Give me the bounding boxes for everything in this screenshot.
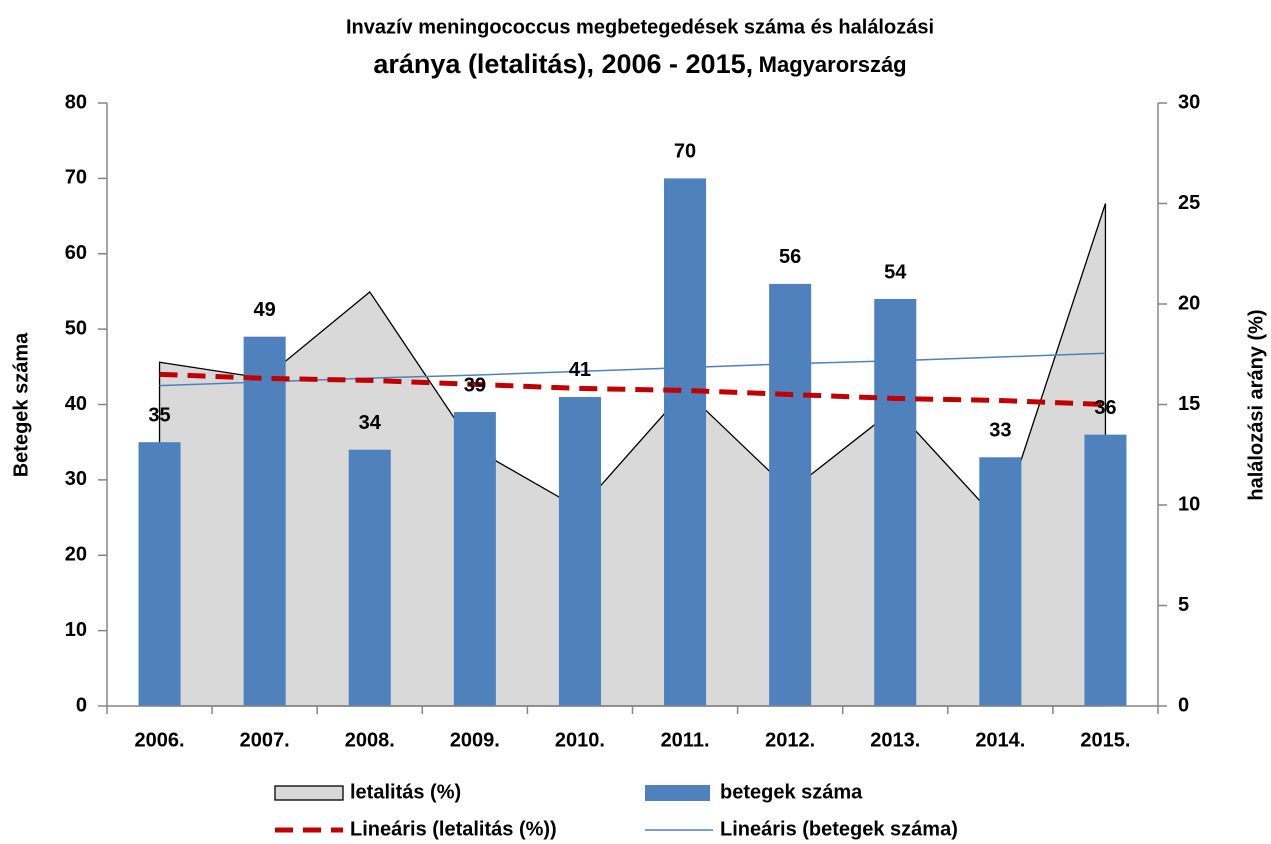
y-axis-label: Betegek száma bbox=[10, 332, 32, 477]
y-tick-label: 20 bbox=[65, 544, 87, 566]
y2-tick-label: 10 bbox=[1178, 493, 1200, 515]
chart-title-part: aránya (letalitás), 2006 - 2015, bbox=[373, 49, 753, 79]
chart-title-line: aránya (letalitás), 2006 - 2015, Magyaro… bbox=[373, 49, 906, 79]
chart-title: Invazív meningococcus megbetegedések szá… bbox=[346, 16, 934, 38]
x-tick-label: 2015. bbox=[1080, 729, 1130, 751]
x-tick-label: 2009. bbox=[450, 729, 500, 751]
data-label: 34 bbox=[359, 412, 382, 434]
y-tick-label: 80 bbox=[65, 91, 87, 113]
bar bbox=[874, 298, 917, 706]
bar bbox=[1084, 434, 1127, 706]
data-label: 54 bbox=[884, 261, 907, 283]
x-tick-label: 2011. bbox=[661, 729, 710, 751]
x-tick-label: 2006. bbox=[135, 729, 185, 751]
x-tick-label: 2007. bbox=[240, 729, 290, 751]
y-tick-label: 40 bbox=[65, 393, 87, 415]
bar bbox=[769, 283, 812, 706]
bar bbox=[558, 396, 601, 706]
data-label: 36 bbox=[1094, 397, 1116, 419]
y2-tick-label: 0 bbox=[1178, 694, 1189, 716]
y-tick-label: 0 bbox=[76, 694, 87, 716]
y2-tick-label: 15 bbox=[1178, 393, 1200, 415]
y-tick-label: 30 bbox=[65, 468, 87, 490]
data-label: 39 bbox=[464, 374, 486, 396]
bar bbox=[979, 457, 1022, 706]
data-label: 70 bbox=[674, 141, 696, 163]
legend-swatch bbox=[274, 785, 344, 801]
bar bbox=[348, 449, 391, 706]
x-tick-label: 2010. bbox=[555, 729, 605, 751]
data-label: 56 bbox=[779, 246, 801, 268]
y-tick-label: 70 bbox=[65, 167, 87, 189]
x-tick-label: 2013. bbox=[870, 729, 920, 751]
y-tick-label: 60 bbox=[65, 242, 87, 264]
legend-label: betegek száma bbox=[720, 781, 863, 803]
legend-label: Lineáris (letalitás (%)) bbox=[350, 818, 557, 840]
area bbox=[158, 203, 1107, 707]
y2-axis-label: halálozási arány (%) bbox=[1245, 309, 1267, 500]
legend-label: Lineáris (betegek száma) bbox=[720, 818, 958, 840]
data-label: 35 bbox=[148, 404, 170, 426]
y2-tick-label: 30 bbox=[1178, 91, 1200, 113]
bar bbox=[453, 412, 496, 706]
data-label: 33 bbox=[989, 420, 1011, 442]
bar bbox=[243, 336, 286, 706]
x-tick-label: 2008. bbox=[345, 729, 395, 751]
data-label: 41 bbox=[569, 359, 591, 381]
bar bbox=[138, 442, 181, 706]
bar bbox=[664, 178, 707, 706]
y-tick-label: 10 bbox=[65, 619, 87, 641]
y2-tick-label: 20 bbox=[1178, 292, 1200, 314]
trend-line bbox=[159, 371, 1106, 407]
chart-title-part: Magyarország bbox=[759, 52, 907, 77]
data-label: 49 bbox=[254, 299, 276, 321]
y2-tick-label: 25 bbox=[1178, 192, 1200, 214]
y2-tick-label: 5 bbox=[1178, 594, 1189, 616]
legend-swatch bbox=[645, 785, 710, 801]
x-tick-label: 2012. bbox=[765, 729, 815, 751]
legend-label: letalitás (%) bbox=[350, 781, 461, 803]
y-tick-label: 50 bbox=[65, 317, 87, 339]
x-tick-label: 2014. bbox=[975, 729, 1025, 751]
